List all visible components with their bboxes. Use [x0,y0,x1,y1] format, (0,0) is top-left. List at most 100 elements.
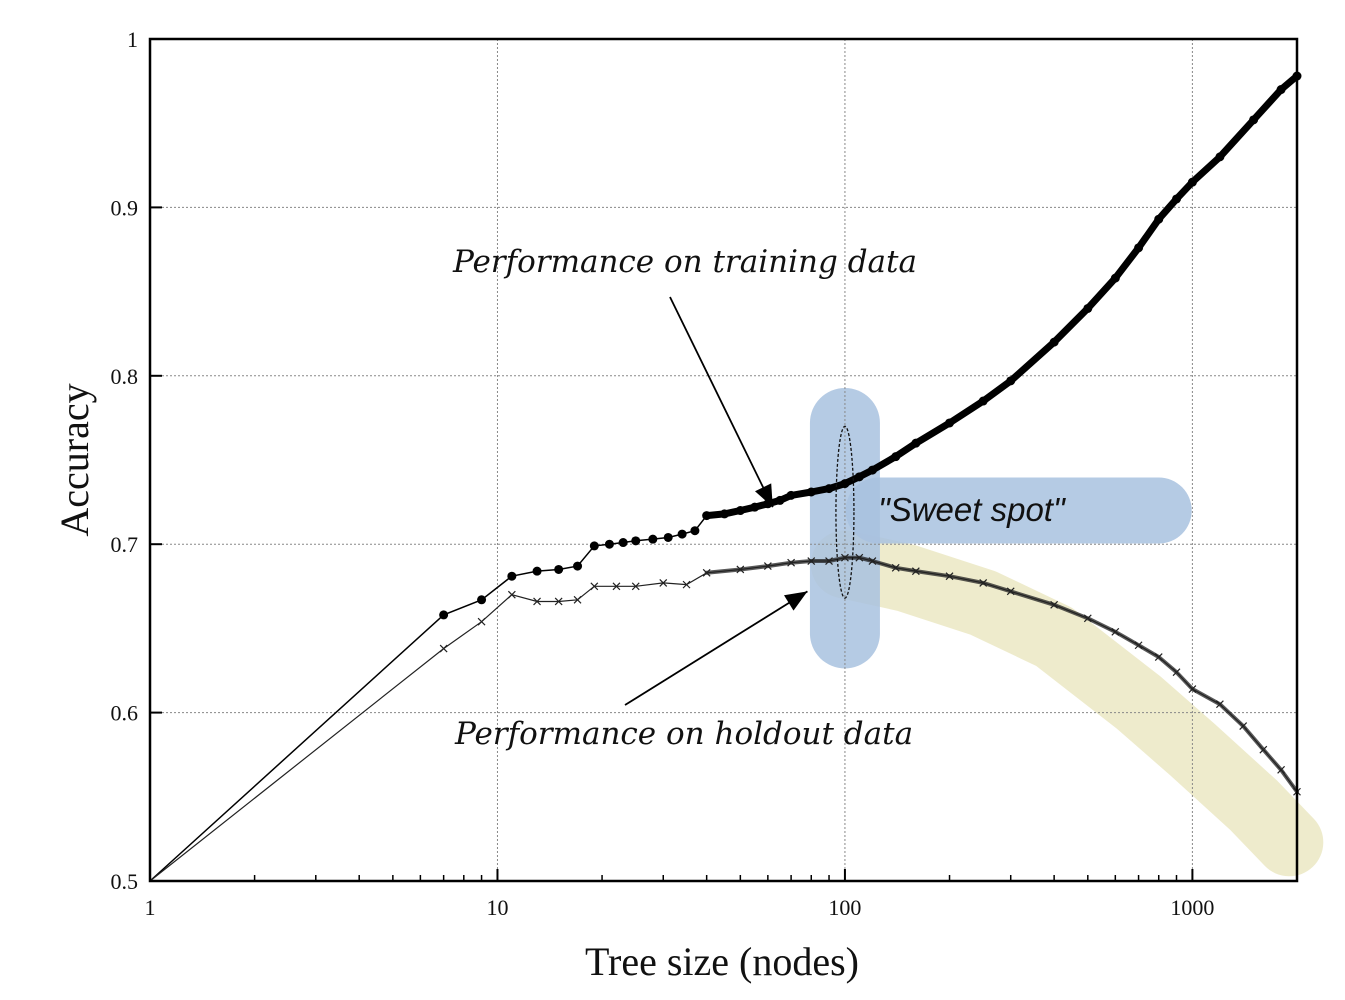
point-holdout [1006,587,1015,596]
point-holdout [1050,600,1059,609]
holdout-arrow-head [784,591,808,611]
point-training [690,526,700,536]
sweet-spot-label: "Sweet spot" [878,491,1066,528]
point-holdout [825,557,833,565]
point-holdout [1111,627,1120,636]
point-training [618,538,628,548]
y-tick-label: 1 [127,27,138,52]
x-tick-label: 10 [486,895,508,920]
point-holdout [1083,614,1092,623]
point-training [1083,303,1093,313]
holdout-highlight-band [810,530,1324,877]
point-holdout [841,553,849,562]
point-holdout [477,617,486,626]
holdout-arrow [624,590,808,706]
holdout-annotation: Performance on holdout data [454,716,913,752]
y-tick-label: 0.7 [111,532,139,557]
point-training [840,479,850,489]
training-arrow-head [755,483,773,508]
point-training [867,465,877,475]
x-tick-label: 1000 [1170,895,1214,920]
point-training [1215,152,1225,162]
training-arrow [669,296,774,508]
point-holdout [1154,653,1163,661]
series-dense-holdout [704,555,1299,794]
point-training [589,541,599,551]
highlight-layer [809,387,1324,877]
point-training [945,418,955,428]
point-holdout [891,563,900,572]
point-holdout [612,582,621,591]
point-holdout [945,572,954,581]
point-training [1187,177,1197,187]
point-holdout [1188,685,1197,693]
point-training [1110,273,1120,283]
point-holdout [659,579,668,587]
point-training [532,566,542,576]
x-axis-title: Tree size (nodes) [585,939,859,984]
point-holdout [1172,668,1181,677]
point-training [663,532,673,542]
point-training [806,487,816,497]
point-training [1172,194,1182,204]
point-training [573,561,583,571]
point-holdout [855,553,864,562]
axis-ticks: 1 10 100 1000 0.5 0.6 0.7 0.8 0.9 1 [111,27,1298,920]
point-holdout [1259,745,1268,754]
point-training [631,536,641,546]
point-holdout [682,580,691,589]
point-training [775,495,785,505]
point-training [719,509,729,519]
point-holdout [807,557,816,565]
point-holdout [736,565,745,574]
point-training [702,511,712,521]
plot-frame [148,37,1299,883]
point-training [891,452,901,462]
point-training [1249,115,1259,125]
point-holdout [631,582,640,591]
point-holdout [911,567,920,576]
point-training [978,396,988,406]
sweet-spot-ellipse [835,425,855,599]
point-holdout [590,582,599,591]
point-training [477,595,487,605]
training-annotation: Performance on training data [452,244,917,280]
point-training [677,529,687,539]
point-holdout [554,597,563,606]
series-dense-training [703,72,1301,520]
point-holdout [533,597,541,606]
point-holdout [787,558,796,567]
x-tick-label: 100 [828,895,861,920]
overlay-layer [624,296,855,706]
point-holdout [573,595,582,604]
point-holdout [979,579,988,587]
point-training [1134,243,1144,253]
point-training [786,490,796,500]
point-holdout [702,568,711,577]
point-holdout [439,644,448,653]
y-tick-label: 0.9 [111,195,139,220]
point-training [604,539,614,549]
x-tick-label: 1 [145,895,156,920]
y-tick-label: 0.5 [111,869,139,894]
point-training [750,502,760,512]
point-training [1276,85,1286,95]
point-training [439,610,449,620]
point-holdout [507,590,516,599]
grid-lines [150,39,1297,881]
point-holdout [1239,722,1248,730]
point-training [735,506,745,516]
y-tick-label: 0.8 [111,364,139,389]
point-training [1154,214,1164,224]
point-holdout [1215,700,1224,709]
y-tick-label: 0.6 [111,701,139,726]
point-holdout [1277,765,1286,774]
point-holdout [763,562,772,571]
point-training [1049,337,1059,347]
point-training [648,534,658,544]
series-layer [149,71,1302,882]
point-training [1006,376,1016,386]
point-training [911,438,921,448]
point-training [854,472,864,482]
